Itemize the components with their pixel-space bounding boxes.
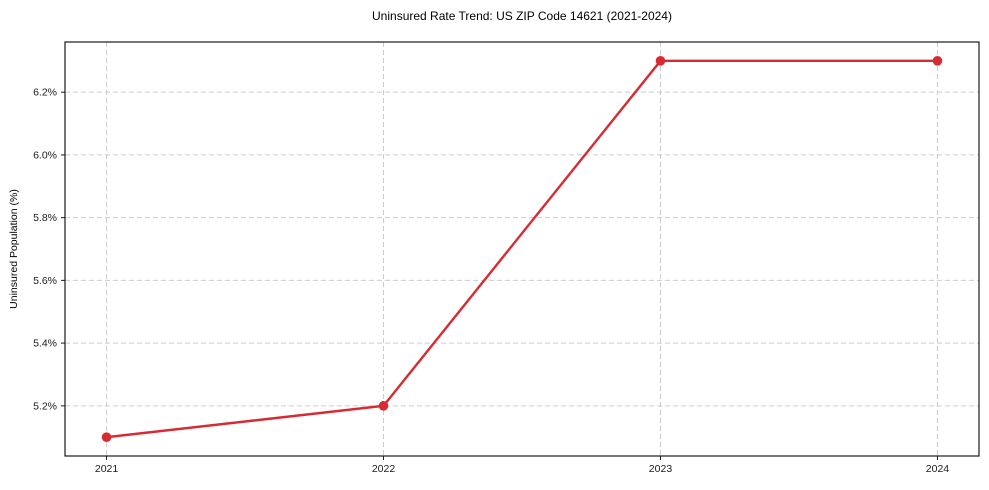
- x-tick-label: 2022: [372, 463, 396, 475]
- y-tick-label: 6.0%: [33, 149, 57, 161]
- y-tick-label: 6.2%: [33, 87, 57, 99]
- x-tick-label: 2021: [95, 463, 119, 475]
- data-point-marker: [378, 401, 389, 411]
- data-point-marker: [932, 56, 943, 66]
- chart-title: Uninsured Rate Trend: US ZIP Code 14621 …: [372, 9, 672, 23]
- y-tick-label: 5.2%: [33, 400, 57, 412]
- data-point-marker: [101, 432, 112, 442]
- y-tick-label: 5.4%: [33, 338, 57, 350]
- axes-border: [64, 41, 980, 457]
- x-tick-label: 2024: [926, 463, 950, 475]
- y-tick-label: 5.8%: [33, 212, 57, 224]
- data-point-marker: [655, 56, 666, 66]
- y-tick-label: 5.6%: [33, 275, 57, 287]
- trend-line: [105, 59, 939, 439]
- x-tick-label: 2023: [649, 463, 673, 475]
